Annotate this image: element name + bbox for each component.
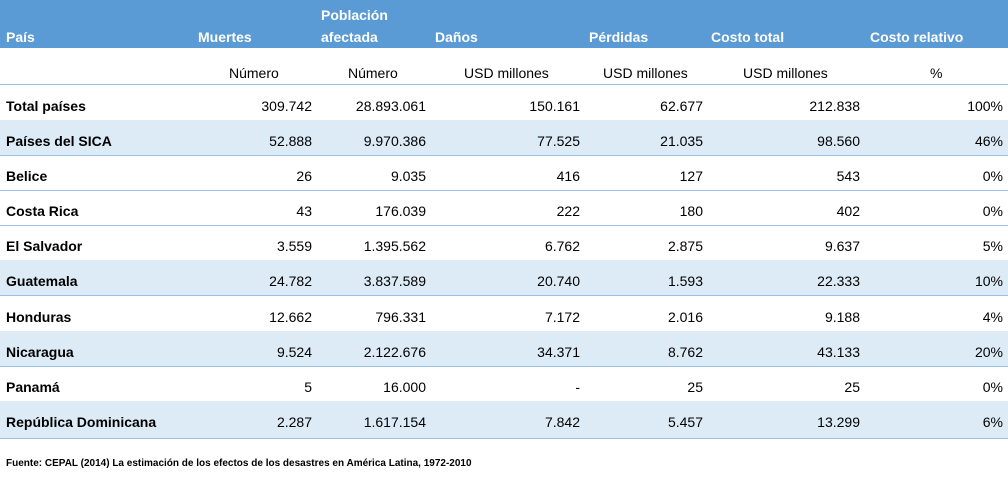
cell-danos: 77.525 xyxy=(537,133,580,149)
table-row-costa-rica: Costa Rica 43 176.039 222 180 402 0% xyxy=(0,190,1008,226)
unit-danos: USD millones xyxy=(464,65,549,81)
cell-danos: 416 xyxy=(556,168,580,184)
cell-costo-relativo: 0% xyxy=(982,379,1003,395)
cell-costo-relativo: 46% xyxy=(974,133,1003,149)
table-row-sica: Países del SICA 52.888 9.970.386 77.525 … xyxy=(0,120,1008,156)
cell-pais: Total países xyxy=(6,98,86,114)
cell-costo-relativo: 10% xyxy=(974,273,1003,289)
header-muertes: Muertes xyxy=(198,29,252,45)
cell-perdidas: 8.762 xyxy=(667,344,703,360)
cell-pais: Honduras xyxy=(6,309,72,325)
header-danos: Daños xyxy=(435,29,478,45)
unit-costo-relativo: % xyxy=(930,65,943,81)
cell-danos: 34.371 xyxy=(537,344,580,360)
cell-pais: Belice xyxy=(6,168,48,184)
units-row: Número Número USD millones USD millones … xyxy=(0,48,1008,85)
cell-muertes: 2.287 xyxy=(276,414,312,430)
cell-poblacion: 1.617.154 xyxy=(363,414,426,430)
cell-muertes: 9.524 xyxy=(276,344,312,360)
table-row-total: Total países 309.742 28.893.061 150.161 … xyxy=(0,85,1008,121)
unit-perdidas: USD millones xyxy=(603,65,688,81)
cell-costo-relativo: 100% xyxy=(967,98,1003,114)
header-pais: País xyxy=(6,29,35,45)
cell-danos: 20.740 xyxy=(537,273,580,289)
cell-danos: 222 xyxy=(556,203,580,219)
cell-costo-relativo: 6% xyxy=(982,414,1003,430)
cell-costo-total: 13.299 xyxy=(817,414,860,430)
cell-perdidas: 5.457 xyxy=(667,414,703,430)
cell-danos: 7.842 xyxy=(544,414,580,430)
cell-poblacion: 9.970.386 xyxy=(363,133,426,149)
cell-costo-relativo: 4% xyxy=(982,309,1003,325)
header-poblacion-line1: Población xyxy=(321,7,388,23)
cell-danos: 6.762 xyxy=(544,238,580,254)
cell-costo-total: 9.637 xyxy=(824,238,860,254)
cell-pais: Panamá xyxy=(6,379,60,395)
cell-poblacion: 28.893.061 xyxy=(355,98,426,114)
cell-poblacion: 16.000 xyxy=(383,379,426,395)
header-costo-relativo: Costo relativo xyxy=(870,29,964,45)
table-row-guatemala: Guatemala 24.782 3.837.589 20.740 1.593 … xyxy=(0,260,1008,296)
table-row-nicaragua: Nicaragua 9.524 2.122.676 34.371 8.762 4… xyxy=(0,331,1008,367)
cell-perdidas: 25 xyxy=(687,379,703,395)
cell-costo-total: 9.188 xyxy=(824,309,860,325)
unit-costo-total: USD millones xyxy=(743,65,828,81)
table-row-republica-dominicana: República Dominicana 2.287 1.617.154 7.8… xyxy=(0,401,1008,439)
cell-perdidas: 180 xyxy=(679,203,703,219)
cell-perdidas: 2.875 xyxy=(667,238,703,254)
cell-poblacion: 176.039 xyxy=(375,203,426,219)
cell-perdidas: 21.035 xyxy=(660,133,703,149)
cell-costo-total: 25 xyxy=(844,379,860,395)
cell-perdidas: 62.677 xyxy=(660,98,703,114)
cell-costo-relativo: 5% xyxy=(982,238,1003,254)
cell-costo-total: 212.838 xyxy=(809,98,860,114)
header-perdidas: Pérdidas xyxy=(589,29,649,45)
cell-perdidas: 2.016 xyxy=(667,309,703,325)
cell-poblacion: 2.122.676 xyxy=(363,344,426,360)
cell-pais: Nicaragua xyxy=(6,344,74,360)
cell-pais: Países del SICA xyxy=(6,133,112,149)
unit-muertes: Número xyxy=(229,65,279,81)
cell-costo-relativo: 20% xyxy=(974,344,1003,360)
table-row-honduras: Honduras 12.662 796.331 7.172 2.016 9.18… xyxy=(0,296,1008,332)
cell-danos: 150.161 xyxy=(529,98,580,114)
table-row-el-salvador: El Salvador 3.559 1.395.562 6.762 2.875 … xyxy=(0,225,1008,261)
cell-muertes: 52.888 xyxy=(269,133,312,149)
cell-muertes: 5 xyxy=(304,379,312,395)
cell-danos: 7.172 xyxy=(544,309,580,325)
cell-muertes: 24.782 xyxy=(269,273,312,289)
source-note: Fuente: CEPAL (2014) La estimación de lo… xyxy=(6,458,472,469)
cell-poblacion: 796.331 xyxy=(375,309,426,325)
table-header: País Muertes Población afectada Daños Pé… xyxy=(0,0,1008,48)
cell-costo-total: 402 xyxy=(836,203,860,219)
cell-perdidas: 127 xyxy=(679,168,703,184)
cell-muertes: 43 xyxy=(296,203,312,219)
cell-costo-total: 98.560 xyxy=(817,133,860,149)
unit-poblacion: Número xyxy=(348,65,398,81)
cell-poblacion: 1.395.562 xyxy=(363,238,426,254)
cell-costo-total: 543 xyxy=(836,168,860,184)
cell-costo-total: 22.333 xyxy=(817,273,860,289)
header-costo-total: Costo total xyxy=(711,29,785,45)
cell-pais: República Dominicana xyxy=(6,414,157,430)
cell-poblacion: 3.837.589 xyxy=(363,273,426,289)
cell-costo-relativo: 0% xyxy=(982,203,1003,219)
cell-costo-relativo: 0% xyxy=(982,168,1003,184)
cell-perdidas: 1.593 xyxy=(667,273,703,289)
cell-pais: Guatemala xyxy=(6,273,78,289)
cell-pais: El Salvador xyxy=(6,238,83,254)
cell-pais: Costa Rica xyxy=(6,203,79,219)
table-row-belice: Belice 26 9.035 416 127 543 0% xyxy=(0,155,1008,191)
cell-muertes: 3.559 xyxy=(276,238,312,254)
table-row-panama: Panamá 5 16.000 - 25 25 0% xyxy=(0,366,1008,402)
cell-costo-total: 43.133 xyxy=(817,344,860,360)
cell-poblacion: 9.035 xyxy=(390,168,426,184)
cell-muertes: 12.662 xyxy=(269,309,312,325)
cell-muertes: 309.742 xyxy=(261,98,312,114)
header-poblacion-line2: afectada xyxy=(321,29,378,45)
cell-muertes: 26 xyxy=(296,168,312,184)
cell-danos: - xyxy=(575,379,580,395)
